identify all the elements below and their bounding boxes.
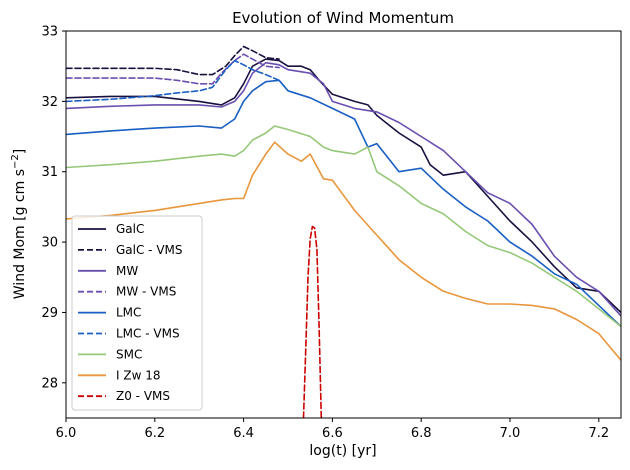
y-tick-label: 30 xyxy=(41,236,58,251)
y-tick-label: 32 xyxy=(41,95,58,110)
y-axis-title-exponent: −2 xyxy=(10,154,21,169)
series-layer xyxy=(66,45,621,418)
x-axis-title: log(t) [yr] xyxy=(309,443,376,459)
legend-label: GalC - VMS xyxy=(116,243,183,257)
plot-area xyxy=(65,30,622,419)
series-line-galc xyxy=(66,58,621,314)
legend-label: GalC xyxy=(116,222,144,236)
legend-box xyxy=(71,215,203,411)
chart-title: Evolution of Wind Momentum xyxy=(232,9,454,27)
x-tick-label: 6.0 xyxy=(56,426,77,441)
x-tick-label: 6.8 xyxy=(411,426,432,441)
x-tick-label: 7.0 xyxy=(500,426,521,441)
series-line-i-zw-18 xyxy=(66,141,621,362)
y-tick-label: 28 xyxy=(41,376,58,391)
y-axis-title-main: Wind Mom [g cm s xyxy=(12,169,28,299)
y-tick-label: 33 xyxy=(41,25,58,40)
x-tick-label: 7.2 xyxy=(588,426,609,441)
x-tick-label: 6.4 xyxy=(233,426,254,441)
x-axis: 6.0 6.2 6.4 6.6 6.8 7.0 7.2 xyxy=(56,418,609,441)
series-line-lmc xyxy=(66,79,621,328)
y-axis-title: Wind Mom [g cm s−2] xyxy=(10,149,28,299)
legend-label: Z0 - VMS xyxy=(116,389,170,403)
legend-label: SMC xyxy=(116,347,142,361)
legend-label: LMC xyxy=(116,306,141,320)
legend-label: MW - VMS xyxy=(116,285,176,299)
y-axis: 28 29 30 31 32 33 xyxy=(41,25,66,391)
series-line-galc-vms xyxy=(66,45,280,76)
series-line-mw-vms xyxy=(66,53,280,85)
y-tick-label: 29 xyxy=(41,306,58,321)
series-line-lmc-vms xyxy=(66,59,280,103)
legend: GalC GalC - VMS MW MW - VMS LMC LMC - VMS SMC I… xyxy=(71,215,203,411)
legend-label: LMC - VMS xyxy=(116,327,180,341)
y-tick-label: 31 xyxy=(41,165,58,180)
series-line-mw xyxy=(66,61,621,317)
x-tick-label: 6.6 xyxy=(322,426,343,441)
x-tick-label: 6.2 xyxy=(144,426,165,441)
legend-label: MW xyxy=(116,264,138,278)
plot-frame xyxy=(65,30,622,419)
series-line-smc xyxy=(66,125,621,328)
y-axis-title-close: ] xyxy=(12,149,28,154)
series-line-z0-vms xyxy=(302,225,323,418)
legend-label: I Zw 18 xyxy=(116,368,160,382)
